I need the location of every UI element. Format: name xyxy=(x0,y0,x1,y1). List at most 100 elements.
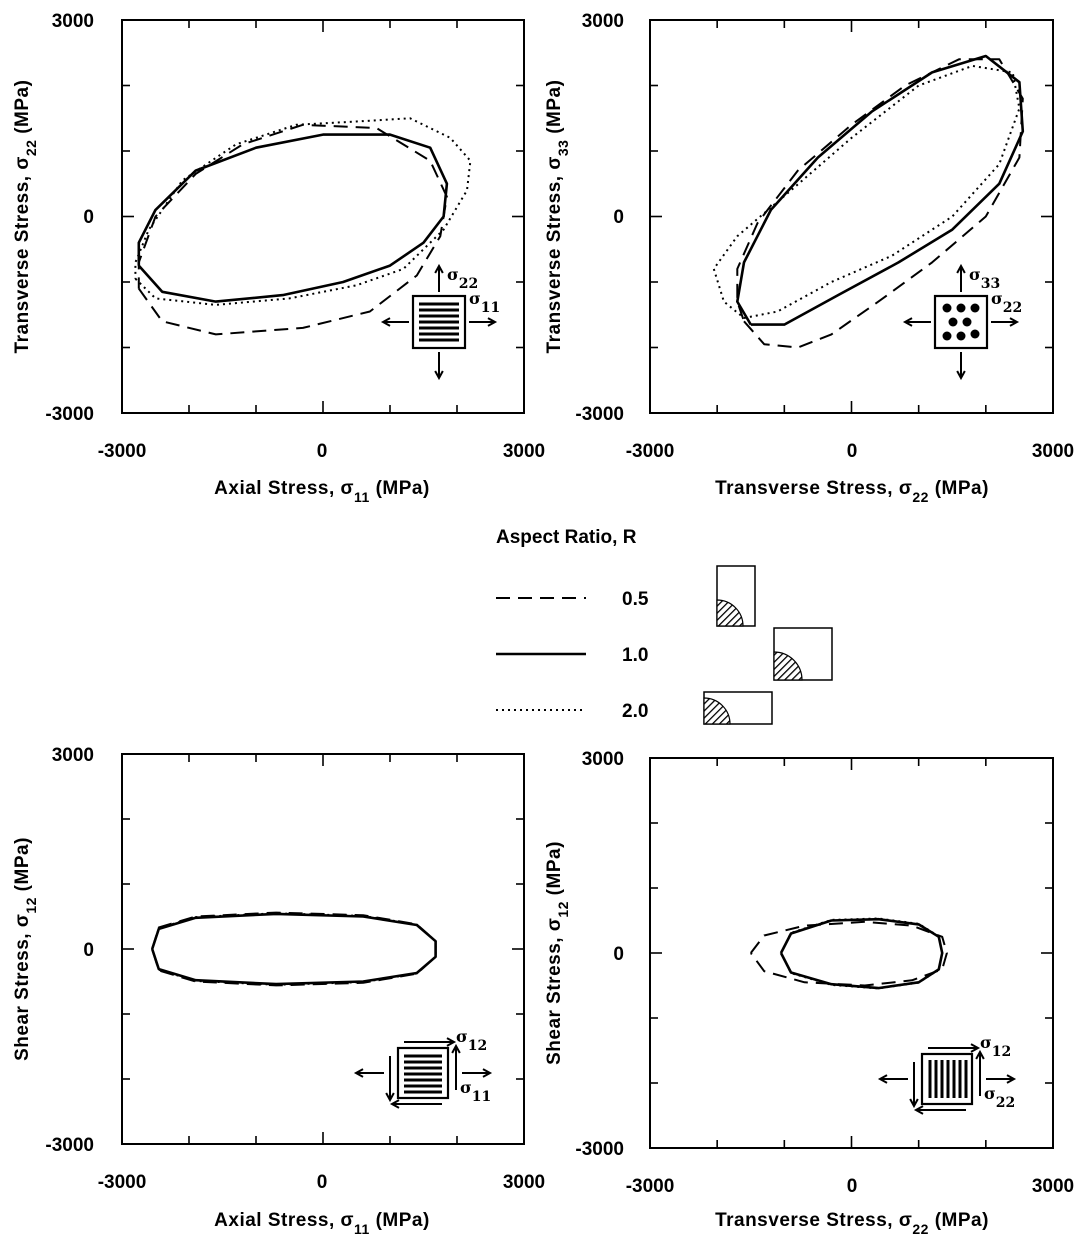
inset-horizontal-label: σ22 xyxy=(984,1084,1015,1111)
y-tick-label: 0 xyxy=(83,940,94,961)
y-tick-label: 3000 xyxy=(52,745,94,766)
series-line-dotted xyxy=(151,912,437,986)
axis-ticks xyxy=(649,757,1054,1149)
y-tick-label: -3000 xyxy=(45,1135,94,1156)
arrow-up-icon xyxy=(434,263,444,292)
x-tick-label: 3000 xyxy=(503,441,545,462)
arrow-left-icon xyxy=(380,317,409,327)
shear-arrow-bottom-icon xyxy=(913,1105,966,1115)
x-axis-title: Transverse Stress, σ22 (MPa) xyxy=(715,1210,989,1237)
series-line-solid xyxy=(150,912,437,986)
inset-shear-label: σ12 xyxy=(456,1027,487,1054)
panel-top-right: -3000 0 3000 3000 0 -3000 Transverse Stress, σ… xyxy=(544,11,1074,505)
series-line-dashed xyxy=(736,58,1024,349)
x-tick-label: -3000 xyxy=(98,441,147,462)
axis-ticks xyxy=(121,753,525,1145)
series-line-dashed xyxy=(749,920,948,987)
shear-arrow-right-icon xyxy=(451,1043,461,1090)
panel-bottom-left: -3000 0 3000 3000 0 -3000 Axial Stress, σ11 (M… xyxy=(12,745,545,1237)
shear-arrow-top-icon xyxy=(928,1043,981,1053)
arrow-left-icon xyxy=(353,1068,384,1078)
series-line-dotted xyxy=(780,917,944,990)
fiber-dot xyxy=(970,329,980,339)
y-tick-label: 3000 xyxy=(582,749,624,770)
arrow-right-icon xyxy=(991,317,1020,327)
shear-arrow-bottom-icon xyxy=(389,1099,442,1109)
stress-element-inset: σ12 σ22 xyxy=(877,1033,1017,1115)
legend-label-0: 0.5 xyxy=(622,589,649,610)
arrow-down-icon xyxy=(956,352,966,381)
aspect-ratio-cell-icon xyxy=(716,565,756,627)
arrow-left-icon xyxy=(877,1074,908,1084)
y-tick-label: 3000 xyxy=(52,11,94,32)
y-axis-title: Transverse Stress, σ33 (MPa) xyxy=(544,80,571,354)
panel-top-left: -3000 0 3000 3000 0 -3000 Axial Stress, σ11 (M… xyxy=(12,11,545,505)
fiber-dot xyxy=(942,331,952,341)
x-tick-label: -3000 xyxy=(626,1176,675,1197)
y-tick-label: 0 xyxy=(83,207,94,228)
legend-label-2: 2.0 xyxy=(622,701,648,722)
arrow-right-icon xyxy=(469,317,498,327)
fiber-dot xyxy=(942,303,952,313)
y-axis-title: Shear Stress, σ12 (MPa) xyxy=(544,841,571,1065)
plot-frame xyxy=(649,19,1054,414)
arrow-right-icon xyxy=(462,1068,493,1078)
y-axis-title: Shear Stress, σ12 (MPa) xyxy=(12,837,39,1061)
inset-horizontal-label: σ11 xyxy=(469,289,500,316)
y-tick-label: -3000 xyxy=(575,404,624,425)
inset-shear-label: σ12 xyxy=(980,1033,1011,1060)
x-tick-label: 0 xyxy=(847,441,858,462)
inset-vertical-label: σ22 xyxy=(447,265,478,292)
y-tick-label: 0 xyxy=(613,944,624,965)
legend: Aspect Ratio, R 0.5 1.0 2.0 xyxy=(496,527,833,725)
series-line-dashed xyxy=(137,123,448,336)
fiber-dot xyxy=(948,317,958,327)
series-line-dotted xyxy=(134,117,472,306)
x-tick-label: 3000 xyxy=(503,1172,545,1193)
aspect-ratio-cell-icon xyxy=(703,691,773,725)
legend-label-1: 1.0 xyxy=(622,645,648,666)
y-axis-title: Transverse Stress, σ22 (MPa) xyxy=(12,80,39,354)
fiber-dot xyxy=(970,303,980,313)
fiber-dot xyxy=(962,317,972,327)
x-tick-label: 3000 xyxy=(1032,441,1074,462)
shear-arrow-left-icon xyxy=(385,1056,395,1103)
x-tick-label: -3000 xyxy=(98,1172,147,1193)
x-axis-title: Transverse Stress, σ22 (MPa) xyxy=(715,478,989,505)
series-line-solid xyxy=(736,54,1025,326)
aspect-ratio-cell-icon xyxy=(773,627,833,681)
series-line-dashed xyxy=(151,911,437,987)
y-tick-label: 3000 xyxy=(582,11,624,32)
axis-ticks xyxy=(121,19,525,414)
fiber-dot xyxy=(956,303,966,313)
series-line-solid xyxy=(137,133,449,303)
inset-horizontal-label: σ22 xyxy=(991,289,1022,316)
x-axis-title: Axial Stress, σ11 (MPa) xyxy=(214,1210,430,1237)
fiber-dot xyxy=(956,331,966,341)
arrow-down-icon xyxy=(434,352,444,381)
stress-element-inset: σ12 σ11 xyxy=(353,1027,493,1109)
shear-arrow-top-icon xyxy=(404,1037,457,1047)
arrow-up-icon xyxy=(956,263,966,292)
axis-ticks xyxy=(649,19,1054,414)
x-tick-label: 0 xyxy=(317,1172,328,1193)
inset-horizontal-label: σ11 xyxy=(460,1078,491,1105)
x-tick-label: 0 xyxy=(847,1176,858,1197)
panel-bottom-right: -3000 0 3000 3000 0 -3000 Transverse Stress, σ… xyxy=(544,749,1074,1237)
y-tick-label: -3000 xyxy=(575,1139,624,1160)
series-line-dotted xyxy=(712,64,1021,319)
plot-frame xyxy=(121,19,525,414)
shear-arrow-left-icon xyxy=(909,1062,919,1109)
legend-title: Aspect Ratio, R xyxy=(496,527,637,548)
y-tick-label: 0 xyxy=(613,207,624,228)
x-tick-label: 0 xyxy=(317,441,328,462)
x-axis-title: Axial Stress, σ11 (MPa) xyxy=(214,478,430,505)
shear-arrow-right-icon xyxy=(975,1049,985,1096)
arrow-left-icon xyxy=(902,317,931,327)
y-tick-label: -3000 xyxy=(45,404,94,425)
inset-vertical-label: σ33 xyxy=(969,265,1000,292)
x-tick-label: 3000 xyxy=(1032,1176,1074,1197)
